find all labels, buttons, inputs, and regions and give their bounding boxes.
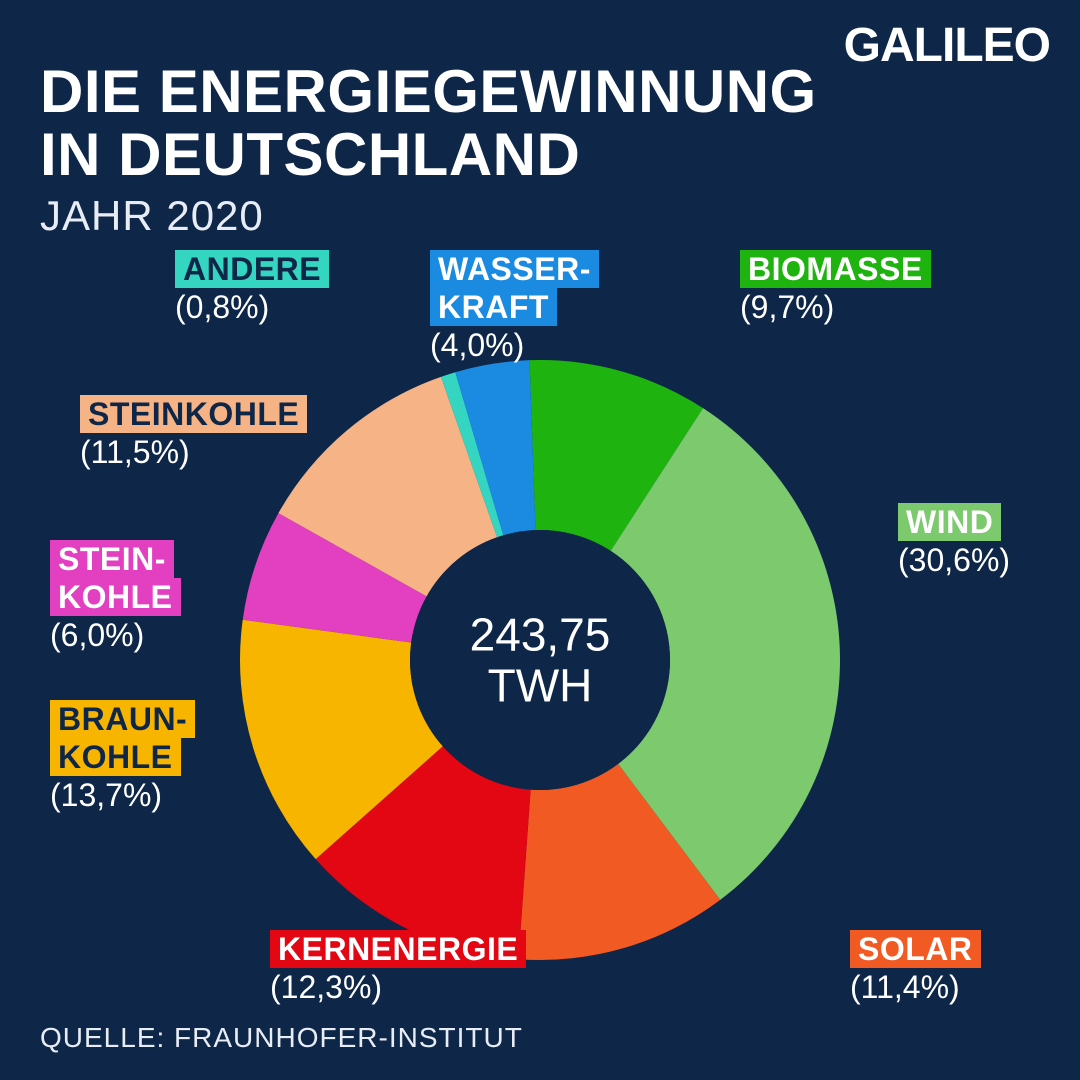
label-pct: (4,0%) — [430, 328, 599, 363]
label-pct: (13,7%) — [50, 778, 195, 813]
label-name: WIND — [898, 503, 1001, 541]
label-pct: (6,0%) — [50, 618, 181, 653]
label-name: BIOMASSE — [740, 250, 931, 288]
label-pct: (11,4%) — [850, 970, 981, 1005]
label-name: KERNENERGIE — [270, 930, 526, 968]
label-biomasse: BIOMASSE(9,7%) — [740, 250, 931, 325]
label-name: BRAUN- — [50, 700, 195, 738]
label-name: WASSER- — [430, 250, 599, 288]
label-name: STEINKOHLE — [80, 395, 307, 433]
label-pct: (11,5%) — [80, 435, 307, 470]
label-steinkohle: STEINKOHLE(11,5%) — [80, 395, 307, 470]
label-andere: ANDERE(0,8%) — [175, 250, 329, 325]
label-steinkohle2: STEIN-KOHLE(6,0%) — [50, 540, 181, 654]
label-name: SOLAR — [850, 930, 981, 968]
label-solar: SOLAR(11,4%) — [850, 930, 981, 1005]
label-wind: WIND(30,6%) — [898, 503, 1010, 578]
label-braunkohle: BRAUN-KOHLE(13,7%) — [50, 700, 195, 814]
label-wasserkraft: WASSER-KRAFT(4,0%) — [430, 250, 599, 364]
label-pct: (30,6%) — [898, 543, 1010, 578]
label-name: ANDERE — [175, 250, 329, 288]
label-kernenergie: KERNENERGIE(12,3%) — [270, 930, 526, 1005]
label-name: KRAFT — [430, 288, 557, 326]
label-name: STEIN- — [50, 540, 174, 578]
label-name: KOHLE — [50, 738, 181, 776]
label-pct: (12,3%) — [270, 970, 526, 1005]
label-name: KOHLE — [50, 578, 181, 616]
label-pct: (9,7%) — [740, 290, 931, 325]
source-text: QUELLE: FRAUNHOFER-INSTITUT — [40, 1022, 523, 1054]
chart-center-label: 243,75 TWH — [470, 609, 611, 710]
donut-chart: 243,75 TWH BIOMASSE(9,7%) WIND(30,6%) SOLA… — [0, 0, 1080, 1080]
label-pct: (0,8%) — [175, 290, 329, 325]
